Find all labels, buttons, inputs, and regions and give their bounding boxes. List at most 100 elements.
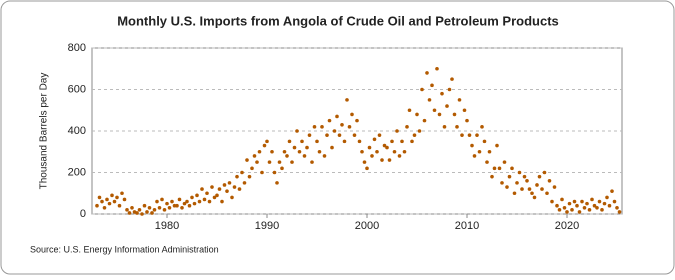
point [107, 201, 112, 206]
point [545, 191, 549, 196]
point [182, 201, 187, 206]
point [320, 125, 324, 129]
point [497, 166, 502, 171]
x-tick-label: 1990 [255, 220, 279, 232]
point [602, 201, 607, 206]
point [380, 158, 384, 162]
point [570, 208, 574, 212]
point [612, 199, 617, 204]
point [452, 112, 457, 117]
point [95, 203, 99, 208]
point [565, 210, 569, 214]
point [310, 160, 314, 164]
y-tick-label: 800 [68, 42, 86, 54]
point [270, 149, 274, 154]
point [390, 139, 394, 144]
point [557, 208, 562, 212]
point [530, 191, 534, 196]
point [347, 125, 352, 129]
point [117, 203, 122, 208]
point [420, 87, 424, 92]
point [177, 197, 182, 202]
point [617, 210, 622, 214]
point [542, 170, 547, 175]
point [512, 191, 517, 196]
point [255, 160, 259, 164]
point [342, 139, 347, 144]
point [165, 201, 169, 206]
point [495, 143, 499, 148]
point [595, 205, 599, 210]
point [427, 98, 432, 102]
chart-title: Monthly U.S. Imports from Angola of Crud… [117, 13, 559, 28]
point [155, 199, 159, 204]
point [220, 199, 224, 204]
point [482, 139, 487, 144]
point [137, 208, 142, 212]
point [555, 203, 559, 208]
point [360, 149, 364, 154]
point [580, 199, 584, 204]
point [577, 210, 582, 214]
point [272, 170, 277, 175]
point [332, 129, 337, 133]
point [250, 166, 254, 171]
point [412, 133, 417, 137]
point [142, 203, 147, 208]
point [230, 195, 234, 200]
point [330, 145, 334, 150]
x-tick-label: 2000 [355, 220, 379, 232]
point [540, 187, 544, 191]
point [490, 174, 494, 179]
point [455, 125, 459, 129]
point [600, 208, 604, 212]
point [122, 197, 127, 202]
point [615, 205, 619, 210]
point [97, 195, 102, 200]
point [135, 211, 139, 215]
point [365, 166, 369, 171]
point [567, 201, 572, 206]
point [327, 118, 332, 123]
point [527, 187, 532, 191]
point [485, 160, 489, 164]
point [397, 154, 402, 158]
point [472, 154, 477, 158]
point [462, 108, 467, 113]
point [245, 158, 249, 162]
point [115, 195, 119, 200]
point [192, 201, 197, 206]
point [547, 179, 552, 183]
point [410, 139, 414, 144]
point [535, 183, 539, 187]
point [470, 143, 474, 148]
point [442, 125, 447, 129]
point [605, 195, 609, 200]
point [252, 154, 257, 158]
y-tick-label: 600 [68, 83, 86, 95]
point [102, 205, 107, 210]
point [217, 187, 222, 191]
point [110, 193, 114, 198]
point [337, 133, 342, 137]
point [152, 208, 157, 212]
point [500, 181, 504, 185]
point [587, 208, 592, 212]
point [575, 203, 579, 208]
point [532, 195, 537, 200]
point [395, 129, 399, 133]
point [215, 193, 219, 198]
point [377, 133, 382, 137]
point [297, 149, 302, 154]
point [537, 174, 542, 179]
point [197, 199, 202, 204]
point [597, 199, 602, 204]
point [235, 174, 239, 179]
point [160, 197, 164, 202]
point [480, 125, 484, 129]
point [162, 208, 167, 212]
point [130, 205, 134, 210]
point [212, 195, 217, 200]
point [195, 193, 199, 198]
